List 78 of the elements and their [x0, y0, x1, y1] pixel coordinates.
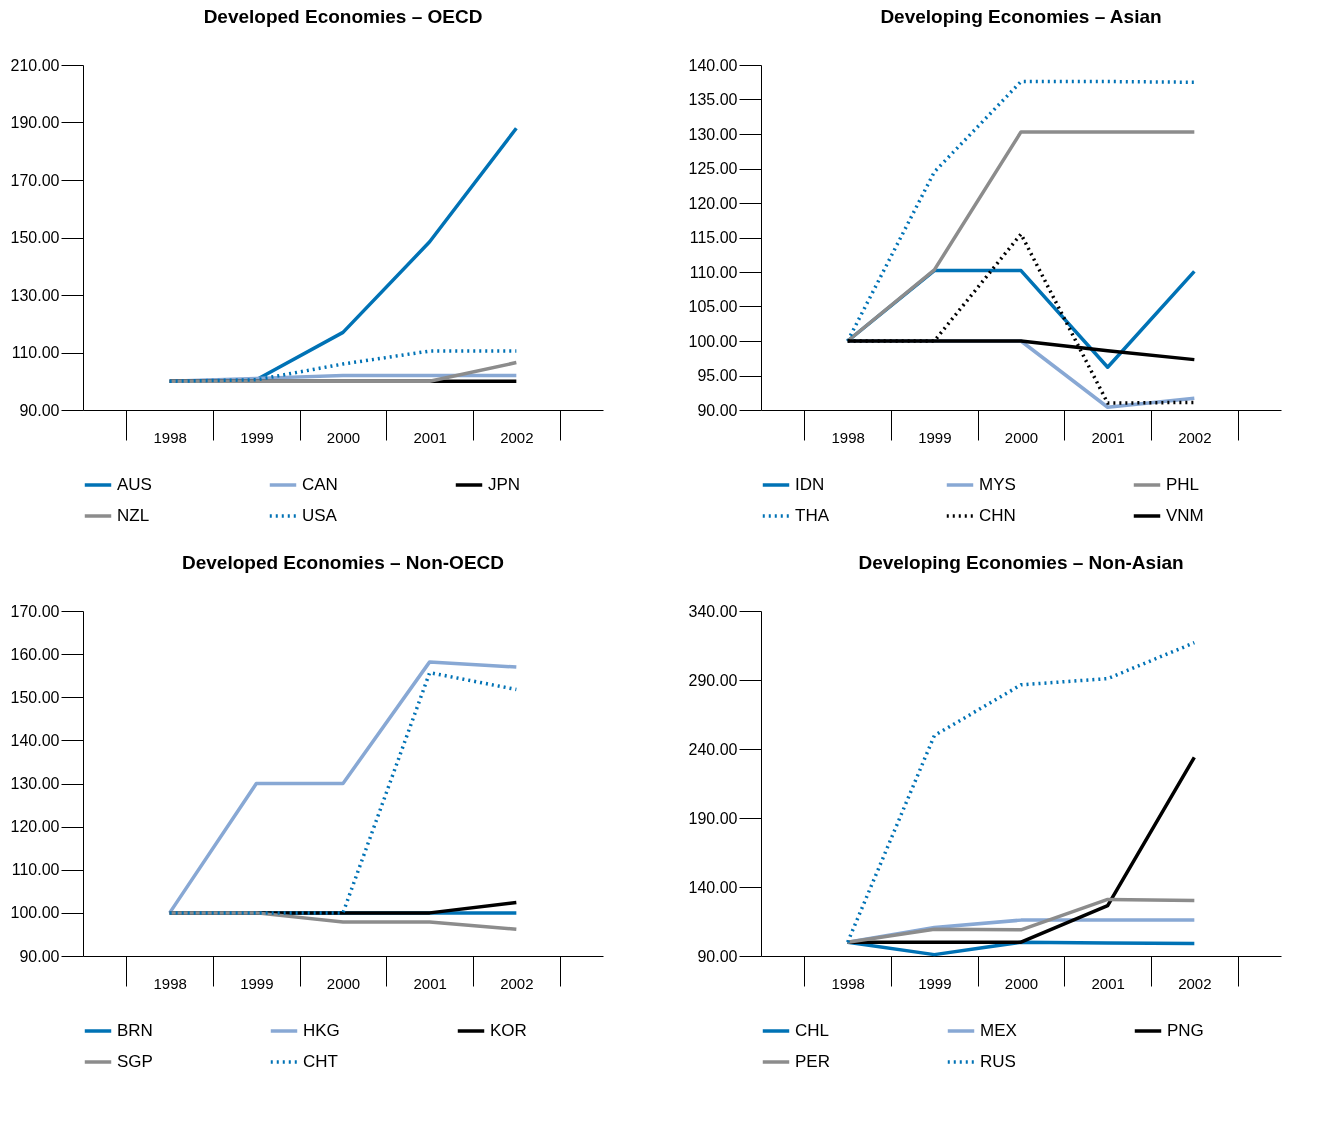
legend-label: MEX [980, 1021, 1017, 1040]
y-tick-label: 130.00 [688, 125, 738, 143]
y-tick-label: 110.00 [11, 861, 60, 879]
legend-label: USA [302, 506, 338, 525]
y-tick-label: 135.00 [688, 91, 738, 108]
x-tick-label: 1998 [831, 974, 865, 992]
y-tick-label: 90.00 [19, 401, 60, 419]
y-tick-label: 340.00 [688, 602, 738, 620]
legend-label: IDN [795, 475, 825, 494]
y-tick-label: 105.00 [688, 298, 738, 315]
y-tick-label: 90.00 [19, 947, 60, 965]
x-tick-label: 1999 [240, 974, 274, 992]
y-tick-label: 190.00 [688, 809, 738, 827]
x-tick-label: 2000 [326, 974, 361, 992]
legend-label: NZL [117, 506, 150, 525]
y-tick-label: 90.00 [697, 947, 738, 965]
x-tick-label: 2000 [326, 428, 361, 446]
y-tick-label: 210.00 [10, 56, 60, 74]
legend-label: CHT [303, 1052, 338, 1071]
y-tick-label: 100.00 [10, 904, 60, 922]
y-tick-label: 190.00 [10, 114, 60, 131]
y-tick-label: 170.00 [10, 171, 60, 189]
x-tick-label: 2002 [500, 428, 534, 446]
legend-label: PER [795, 1052, 830, 1071]
y-tick-label: 160.00 [10, 645, 60, 663]
y-tick-label: 240.00 [688, 740, 738, 758]
chart-title: Developing Economies – Non-Asian [858, 552, 1184, 573]
legend-label: CHN [979, 506, 1016, 525]
legend-label: CHL [795, 1021, 830, 1040]
legend-label: MYS [979, 475, 1016, 494]
y-tick-label: 95.00 [697, 367, 738, 384]
x-tick-label: 2001 [413, 428, 447, 446]
x-tick-label: 2002 [1178, 974, 1212, 992]
y-tick-label: 290.00 [688, 671, 738, 689]
x-tick-label: 1999 [918, 974, 952, 992]
legend-label: RUS [980, 1052, 1016, 1071]
legend-label: JPN [488, 475, 521, 494]
legend-label: SGP [117, 1052, 153, 1071]
chart-title: Developed Economies – OECD [203, 6, 483, 27]
x-tick-label: 2000 [1004, 974, 1039, 992]
legend-label: HKG [303, 1021, 340, 1040]
x-tick-label: 1998 [153, 974, 187, 992]
y-tick-label: 140.00 [10, 731, 60, 749]
legend-label: VNM [1166, 506, 1204, 525]
x-tick-label: 1999 [240, 428, 274, 446]
legend-label: AUS [117, 475, 152, 494]
y-tick-label: 90.00 [697, 401, 738, 419]
legend-label: CAN [302, 475, 338, 494]
y-tick-label: 100.00 [688, 332, 738, 350]
x-tick-label: 2000 [1004, 428, 1039, 446]
x-tick-label: 1998 [153, 428, 187, 446]
x-tick-label: 2002 [500, 974, 534, 992]
y-tick-label: 140.00 [688, 878, 738, 896]
legend-label: PNG [1167, 1021, 1204, 1040]
x-tick-label: 2001 [1091, 974, 1125, 992]
chart-title: Developing Economies – Asian [880, 6, 1162, 27]
legend-label: KOR [490, 1021, 527, 1040]
y-tick-label: 110.00 [11, 344, 60, 361]
y-tick-label: 140.00 [688, 56, 738, 74]
y-tick-label: 120.00 [10, 818, 60, 836]
y-tick-label: 125.00 [688, 160, 738, 177]
x-tick-label: 2001 [1091, 428, 1125, 446]
x-tick-label: 2002 [1178, 428, 1212, 446]
x-tick-label: 2001 [413, 974, 447, 992]
y-tick-label: 115.00 [689, 229, 738, 246]
legend-label: PHL [1166, 475, 1200, 494]
legend-label: THA [795, 506, 830, 525]
x-tick-label: 1998 [831, 428, 865, 446]
y-tick-label: 130.00 [10, 775, 60, 792]
y-tick-label: 120.00 [688, 194, 738, 212]
y-tick-label: 130.00 [10, 286, 60, 304]
y-tick-label: 150.00 [10, 229, 60, 246]
legend-label: BRN [117, 1021, 153, 1040]
x-tick-label: 1999 [918, 428, 952, 446]
y-tick-label: 110.00 [689, 263, 738, 281]
y-tick-label: 150.00 [10, 688, 60, 706]
chart-title: Developed Economies – Non-OECD [181, 552, 505, 573]
y-tick-label: 170.00 [10, 602, 60, 620]
